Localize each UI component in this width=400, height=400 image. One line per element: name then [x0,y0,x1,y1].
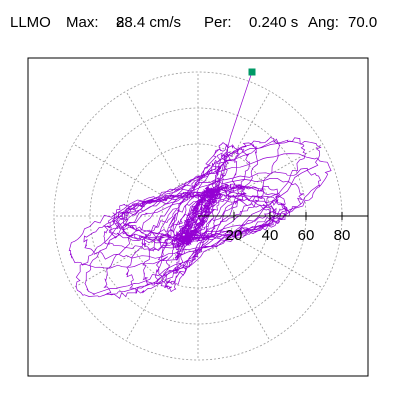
orbit-trace [68,71,332,299]
radial-tick-label: 80 [334,227,351,244]
max-label: Max: [66,14,99,31]
orbit-path [68,71,332,299]
grid-spoke [215,246,271,341]
radial-tick-label: 60 [298,227,315,244]
grid-spoke [73,233,168,289]
radial-tick-label: 20 [226,227,243,244]
grid-spoke [228,143,323,199]
radial-tick-label: 40 [262,227,279,244]
period-label: Per: [204,14,232,31]
station-name: LLMO [10,14,51,31]
peak-marker [248,68,256,76]
grid-spoke [228,233,323,289]
angle-label: Ang: [308,14,339,31]
radial-axis: 20 40 60 80 [198,212,368,244]
grid-spoke [215,91,271,186]
period-value: 0.240 s [249,14,299,31]
max-unit-exponent: 2 [116,14,125,31]
chart-header: LLMO Max: 88.4 cm/s 2 Per: 0.240 s Ang: 7… [0,14,400,38]
peak-marker-group [248,68,256,76]
grid-spoke [125,91,181,186]
grid-spoke [125,246,181,341]
angle-value: 70.0 [348,14,378,31]
plot-frame [27,57,369,377]
max-value-text: 88.4 cm/s [116,14,182,31]
grid-spoke [73,143,168,199]
